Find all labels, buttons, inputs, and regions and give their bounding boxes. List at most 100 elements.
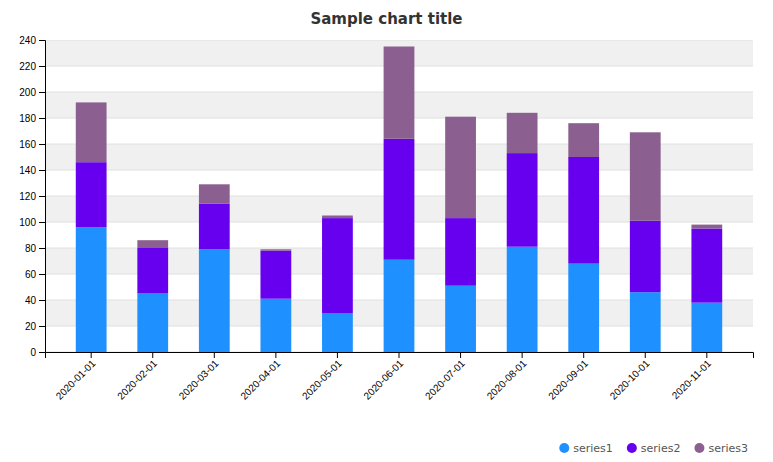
tick-label: 0 [30, 347, 36, 358]
legend-swatch [694, 443, 704, 453]
legend-swatch [559, 443, 569, 453]
bar [76, 102, 107, 162]
tick-mark [39, 248, 45, 249]
series-bars [76, 47, 722, 251]
y-tick: 80 [25, 243, 45, 254]
tick-mark [39, 300, 45, 301]
legend-label: series3 [708, 442, 748, 455]
legend: series1 series2 series3 [559, 442, 748, 455]
bar [384, 139, 415, 260]
title: Sample chart title [310, 10, 462, 28]
grid [45, 40, 753, 352]
bar [691, 225, 722, 229]
x-axis: 2020-01-01 2020-02-01 2020-03-01 2020-04-01… [46, 352, 754, 402]
x-tick: 2020-05-01 [300, 352, 344, 402]
tick-mark [583, 352, 584, 358]
bar [507, 247, 538, 352]
tick-label: 140 [19, 165, 36, 176]
tick-mark [39, 144, 45, 145]
bar [322, 313, 353, 352]
tick-label: 2020-07-01 [423, 357, 467, 401]
y-tick: 100 [19, 217, 45, 228]
tick-label: 2020-10-01 [608, 357, 652, 401]
y-tick: 140 [19, 165, 45, 176]
tick-mark [39, 66, 45, 67]
legend-item: series1 [559, 442, 613, 455]
bar [507, 113, 538, 153]
tick-mark [522, 352, 523, 358]
tick-label: 40 [25, 295, 37, 306]
bar [76, 162, 107, 227]
tick-mark [152, 352, 153, 358]
tick-mark [214, 352, 215, 358]
tick-mark [39, 40, 45, 41]
bar [199, 204, 230, 250]
x-tick: 2020-03-01 [177, 352, 221, 402]
bars [76, 47, 722, 353]
tick-mark [706, 352, 707, 358]
bar [260, 251, 291, 299]
tick-mark [645, 352, 646, 358]
y-tick: 120 [19, 191, 45, 202]
tick-mark [39, 92, 45, 93]
legend-label: series2 [641, 442, 681, 455]
bar [568, 123, 599, 157]
axis-line [39, 41, 46, 353]
tick-mark [91, 352, 92, 358]
tick-label: 80 [25, 243, 37, 254]
bar [199, 249, 230, 352]
x-tick: 2020-07-01 [423, 352, 467, 402]
bar [630, 292, 661, 352]
tick-mark [337, 352, 338, 358]
bar [568, 157, 599, 264]
y-tick: 60 [25, 269, 45, 280]
bar [691, 229, 722, 303]
x-tick: 2020-02-01 [115, 352, 159, 402]
legend-label: series1 [573, 442, 613, 455]
tick-mark [399, 352, 400, 358]
x-tick: 2020-04-01 [238, 352, 282, 402]
x-tick: 2020-11-01 [670, 352, 714, 401]
tick-mark [39, 196, 45, 197]
axis-line [46, 353, 754, 359]
x-tick: 2020-08-01 [485, 352, 529, 402]
y-tick: 220 [19, 61, 45, 72]
tick-label: 200 [19, 87, 36, 98]
x-tick: 2020-01-01 [54, 352, 98, 402]
bar [260, 249, 291, 250]
tick-label: 2020-03-01 [177, 357, 221, 401]
tick-label: 180 [19, 113, 36, 124]
tick-mark [39, 170, 45, 171]
tick-label: 240 [19, 35, 36, 46]
bar [445, 218, 476, 286]
bar [630, 132, 661, 220]
x-tick: 2020-06-01 [361, 352, 405, 402]
tick-label: 60 [25, 269, 37, 280]
y-tick: 200 [19, 87, 45, 98]
tick-mark [39, 274, 45, 275]
plot: 0 20 40 60 80 100 120 140 160 180 200 220 240 2020-01… [19, 35, 753, 402]
chart: 0 20 40 60 80 100 120 140 160 180 200 220 240 2020-01… [0, 0, 773, 462]
y-tick: 20 [25, 321, 45, 332]
tick-label: 2020-09-01 [546, 357, 590, 401]
bar [445, 286, 476, 352]
tick-label: 2020-08-01 [485, 357, 529, 401]
bar [691, 303, 722, 352]
tick-label: 2020-02-01 [115, 357, 159, 401]
bar [322, 218, 353, 313]
tick-mark [39, 352, 45, 353]
y-tick: 0 [30, 347, 45, 358]
tick-mark [39, 118, 45, 119]
y-axis: 0 20 40 60 80 100 120 140 160 180 200 220 240 [19, 35, 45, 358]
grid-line [45, 40, 753, 41]
y-tick: 240 [19, 35, 45, 46]
tick-label: 220 [19, 61, 36, 72]
bar [507, 153, 538, 247]
tick-mark [460, 352, 461, 358]
tick-mark [275, 352, 276, 358]
legend-item: series2 [627, 442, 681, 455]
tick-label: 2020-06-01 [361, 357, 405, 401]
bar [137, 294, 168, 353]
bar [384, 260, 415, 352]
y-tick: 160 [19, 139, 45, 150]
